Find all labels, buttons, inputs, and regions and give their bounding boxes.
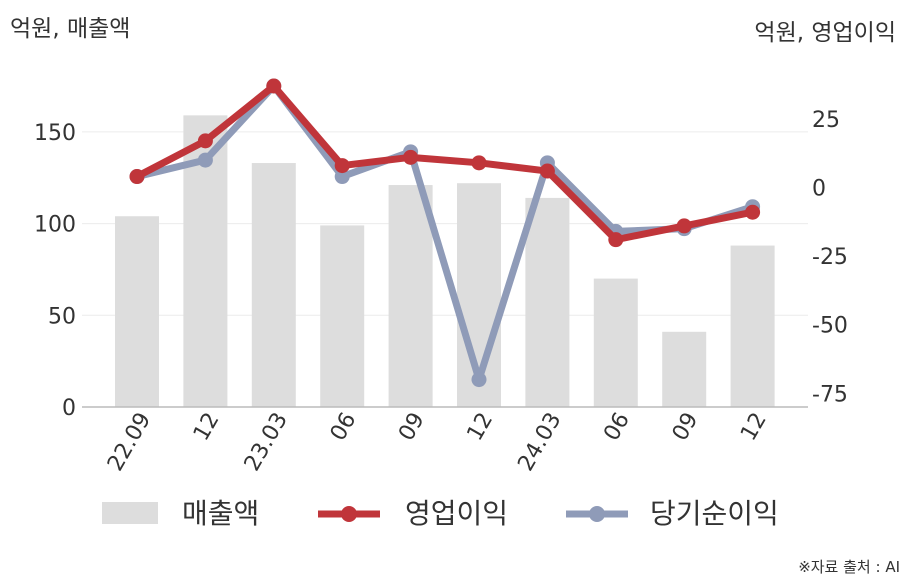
x-tick-label: 12 (736, 409, 772, 446)
right-axis-unit-label: 억원, 영업이익 (754, 20, 896, 46)
point-operating-profit (539, 163, 555, 179)
x-tick-label: 09 (668, 409, 704, 446)
point-net-income (471, 372, 487, 388)
left-tick-label: 50 (48, 304, 76, 329)
point-operating-profit (676, 218, 692, 234)
point-operating-profit (403, 149, 419, 165)
bar-revenue (525, 197, 570, 407)
point-operating-profit (334, 158, 350, 174)
x-tick-label: 23.03 (240, 409, 293, 476)
point-operating-profit (129, 169, 145, 185)
point-operating-profit (745, 204, 761, 220)
x-tick-label: 24.03 (513, 409, 566, 476)
legend-label-net-income: 당기순이익 (650, 497, 779, 530)
left-axis-unit-label: 억원, 매출액 (10, 16, 130, 42)
x-tick-label: 06 (599, 409, 635, 446)
x-tick-label: 12 (463, 409, 499, 446)
legend: 매출액 영업이익 당기순이익 (102, 497, 779, 530)
bar-revenue (388, 185, 433, 407)
left-tick-label: 150 (34, 121, 76, 146)
point-operating-profit (471, 155, 487, 171)
point-net-income (334, 169, 350, 185)
right-tick-label: -25 (812, 245, 848, 270)
x-tick-label: 12 (189, 409, 225, 446)
point-net-income (197, 152, 213, 168)
right-axis-ticks: 25 0 -25 -50 -75 (812, 108, 848, 407)
point-operating-profit (266, 78, 282, 94)
bar-revenue (115, 216, 159, 407)
bar-revenue (251, 163, 296, 407)
bar-revenue (593, 278, 638, 407)
legend-label-revenue: 매출액 (182, 497, 259, 530)
right-tick-label: -50 (812, 314, 848, 339)
bar-revenue (730, 245, 775, 407)
line-operating-profit (133, 82, 757, 244)
left-tick-label: 0 (62, 396, 76, 421)
legend-label-operating-profit: 영업이익 (405, 497, 508, 530)
bar-series-revenue (115, 115, 775, 407)
x-tick-label: 09 (394, 409, 430, 446)
x-tick-label: 22.09 (103, 409, 156, 476)
x-tick-label: 06 (326, 409, 362, 446)
right-tick-label: 0 (812, 177, 826, 202)
x-axis-tick-labels: 22.09 12 23.03 06 09 12 24.03 06 09 12 (103, 409, 772, 476)
left-axis-ticks: 0 50 100 150 (34, 121, 76, 421)
right-tick-label: 25 (812, 108, 840, 133)
bar-revenue (662, 331, 707, 407)
legend-swatch-revenue (102, 502, 158, 524)
point-operating-profit (197, 133, 213, 149)
point-operating-profit (608, 232, 624, 248)
right-tick-label: -75 (812, 382, 848, 407)
line-series (129, 78, 761, 388)
bar-revenue (320, 225, 365, 407)
legend-marker-net-income (589, 506, 605, 522)
legend-marker-operating-profit (341, 506, 357, 522)
left-tick-label: 100 (34, 213, 76, 238)
source-note: ※자료 출처 : AI (798, 558, 900, 576)
